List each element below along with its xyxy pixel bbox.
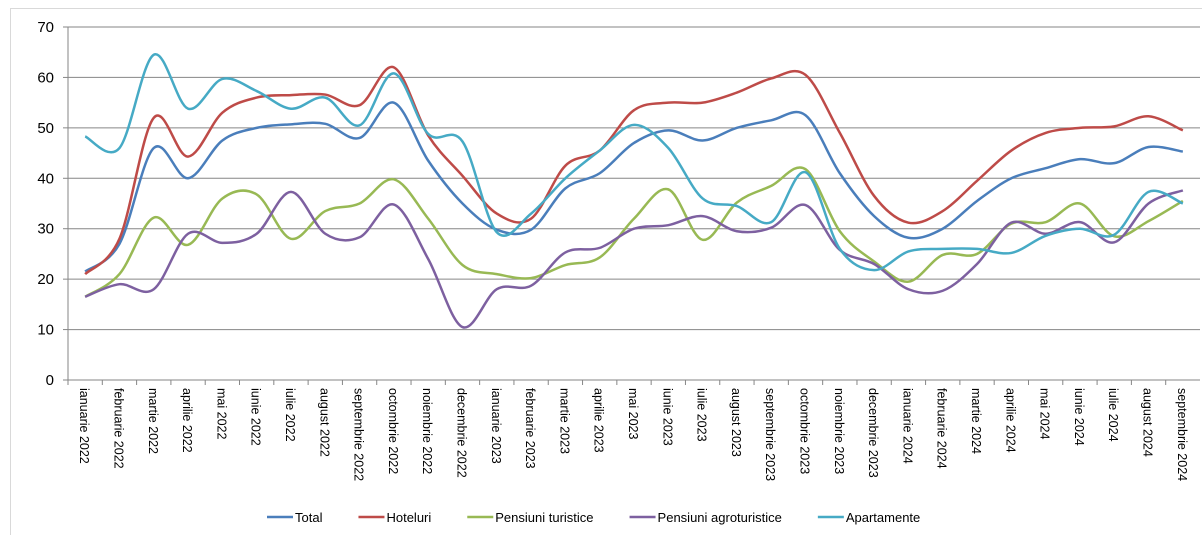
series-line <box>84 65 1184 276</box>
x-tick-label: august 2024 <box>1141 388 1155 457</box>
x-tick-label: decembrie 2023 <box>866 388 880 478</box>
x-tick-label: februarie 2024 <box>935 388 949 469</box>
y-tick-label: 70 <box>37 19 54 36</box>
series-line <box>84 53 1184 272</box>
x-tick-label: aprilie 2023 <box>592 388 606 453</box>
legend-label: Total <box>295 510 323 525</box>
x-tick-label: martie 2024 <box>969 388 983 454</box>
x-tick-label: mai 2022 <box>214 388 228 439</box>
y-tick-label: 10 <box>37 322 54 339</box>
series-line <box>84 166 1184 298</box>
legend-label: Pensiuni agroturistice <box>658 510 782 525</box>
x-tick-label: ianuarie 2023 <box>489 388 503 464</box>
x-tick-label: octombrie 2022 <box>386 388 400 474</box>
x-tick-label: februarie 2023 <box>523 388 537 469</box>
x-tick-label: ianuarie 2022 <box>77 388 91 464</box>
x-tick-label: decembrie 2022 <box>454 388 468 478</box>
x-tick-label: aprilie 2024 <box>1003 388 1017 453</box>
x-tick-label: iulie 2022 <box>283 388 297 442</box>
y-tick-label: 60 <box>37 69 54 86</box>
legend-label: Pensiuni turistice <box>495 510 593 525</box>
y-tick-label: 30 <box>37 221 54 238</box>
x-tick-label: septembrie 2022 <box>352 388 366 481</box>
x-tick-label: iunie 2022 <box>249 388 263 446</box>
x-tick-label: iunie 2024 <box>1072 388 1086 446</box>
x-tick-label: februarie 2022 <box>111 388 125 469</box>
x-tick-label: martie 2022 <box>146 388 160 454</box>
legend-label: Hoteluri <box>386 510 431 525</box>
chart-border <box>10 8 1202 535</box>
series-line <box>84 189 1184 329</box>
x-tick-label: iulie 2024 <box>1106 388 1120 442</box>
x-tick-label: mai 2023 <box>626 388 640 439</box>
x-tick-label: martie 2023 <box>557 388 571 454</box>
x-tick-label: septembrie 2024 <box>1175 388 1189 481</box>
x-tick-label: august 2022 <box>317 388 331 457</box>
x-tick-label: noiembrie 2023 <box>832 388 846 474</box>
x-tick-label: octombrie 2023 <box>798 388 812 474</box>
x-tick-label: mai 2024 <box>1038 388 1052 439</box>
x-tick-label: ianuarie 2024 <box>900 388 914 464</box>
y-tick-label: 40 <box>37 170 54 187</box>
x-tick-label: septembrie 2023 <box>763 388 777 481</box>
x-tick-label: iunie 2023 <box>660 388 674 446</box>
y-tick-label: 20 <box>37 271 54 288</box>
legend-label: Apartamente <box>846 510 920 525</box>
series-line <box>84 101 1184 273</box>
y-tick-label: 0 <box>46 372 54 389</box>
x-tick-label: iulie 2023 <box>695 388 709 442</box>
x-tick-label: noiembrie 2022 <box>420 388 434 474</box>
y-tick-label: 50 <box>37 120 54 137</box>
x-tick-label: august 2023 <box>729 388 743 457</box>
x-tick-label: aprilie 2022 <box>180 388 194 453</box>
